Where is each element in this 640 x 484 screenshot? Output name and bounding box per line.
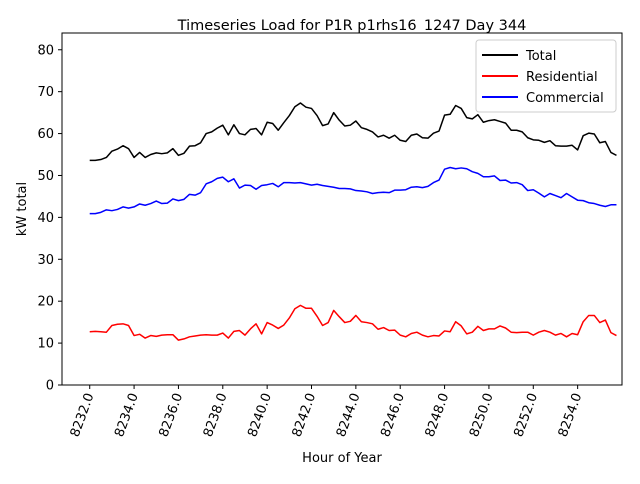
x-tick-label: 8254.0 [556,391,586,439]
x-axis-label: Hour of Year [302,451,382,466]
chart-title: Timeseries Load for P1R p1rhs16_1247 Day… [177,18,527,34]
x-tick-label: 8252.0 [511,391,541,439]
legend-box [475,39,617,113]
x-tick-label: 8244.0 [334,391,364,439]
x-tick-label: 8240.0 [245,391,275,439]
y-tick-label: 20 [37,295,54,310]
series-line-total [89,102,617,162]
series-line-residential [89,304,617,341]
x-tick-label: 8242.0 [290,391,320,439]
y-tick-label: 0 [46,379,54,394]
series-line-commercial [89,166,617,215]
y-tick-label: 40 [37,211,54,226]
y-tick-label: 80 [37,43,54,58]
x-axis-ticks: 8232.0 8234.0 8236.0 8238.0 8240.0 8242.0 8244… [68,385,586,439]
y-axis-ticks: 0 10 20 30 40 50 60 70 80 [37,43,62,394]
x-tick-label: 8250.0 [467,391,497,439]
y-tick-label: 70 [37,85,54,100]
legend-label-residential: Residential [526,70,598,85]
legend: Total Residential Commercial [475,39,617,113]
y-axis-label: kW total [15,182,30,236]
x-tick-label: 8238.0 [201,391,231,439]
y-tick-label: 10 [37,337,54,352]
series-lines [89,102,617,341]
x-tick-label: 8232.0 [68,391,98,439]
legend-label-commercial: Commercial [526,91,604,106]
y-tick-label: 50 [37,169,54,184]
x-tick-label: 8248.0 [423,391,453,439]
y-tick-label: 30 [37,253,54,268]
x-tick-label: 8236.0 [157,391,187,439]
legend-label-total: Total [525,49,556,64]
plot-frame [61,32,623,386]
x-tick-label: 8246.0 [378,391,408,439]
x-tick-label: 8234.0 [112,391,142,439]
y-tick-label: 60 [37,127,54,142]
